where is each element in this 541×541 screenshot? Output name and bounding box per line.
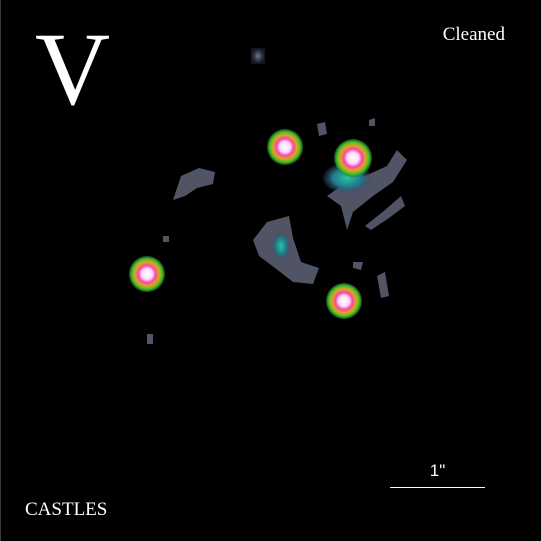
quasar-image-c (129, 256, 165, 292)
quasar-image-d (326, 283, 362, 319)
galaxy-core (272, 163, 371, 260)
filter-band-label: V (35, 12, 111, 127)
processing-label: Cleaned (442, 24, 505, 45)
quasar-image-b (334, 139, 372, 177)
quasar-image-a (267, 129, 303, 165)
scale-bar-label: 1" (429, 461, 446, 480)
faint-emission (147, 48, 407, 344)
scale-bar: 1" (390, 462, 485, 492)
scale-bar-line (390, 487, 485, 488)
survey-label: CASTLES (25, 499, 108, 520)
